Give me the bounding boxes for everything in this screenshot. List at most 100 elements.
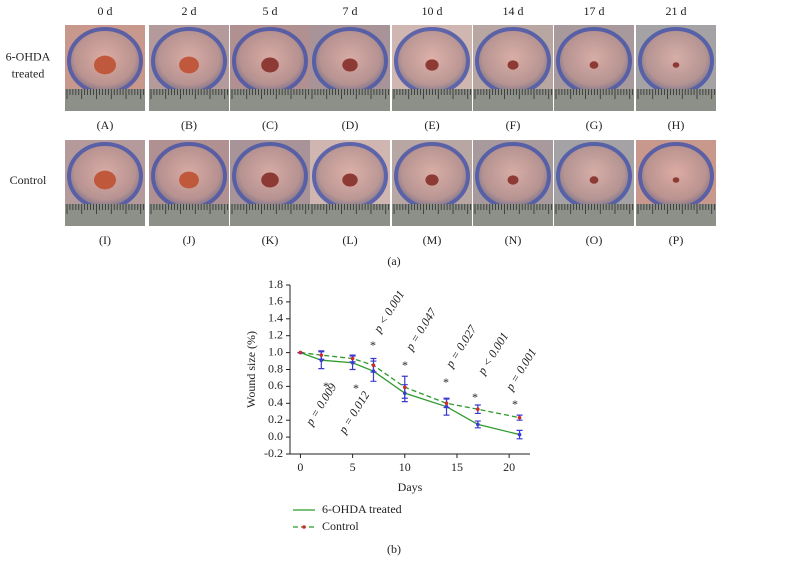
row-label: treated: [12, 66, 45, 80]
wound: [425, 59, 439, 71]
wound-photo: [636, 25, 716, 111]
column-label: 7 d: [343, 4, 358, 18]
row-label: Control: [10, 173, 47, 187]
wound-photo: [392, 140, 472, 226]
series-line: [300, 351, 520, 436]
significance-marker: *: [512, 397, 518, 411]
panel-label: (P): [669, 233, 684, 247]
point: [444, 401, 449, 406]
wound: [94, 170, 116, 190]
x-tick-label: 10: [399, 460, 411, 474]
y-axis-label: Wound size (%): [244, 331, 258, 408]
y-tick-label: 0.0: [268, 429, 283, 443]
p-value: p < 0.001: [474, 330, 511, 378]
p-value: p = 0.047: [402, 305, 440, 354]
point: [476, 407, 480, 412]
legend-label: 6-OHDA treated: [322, 502, 402, 516]
column-label: 17 d: [584, 4, 605, 18]
skin-ring: [638, 142, 714, 210]
row-label: 6-OHDA: [6, 49, 51, 63]
y-tick-label: 0.4: [268, 395, 283, 409]
panel-label: (D): [342, 118, 359, 132]
y-tick-label: 1.6: [268, 294, 283, 308]
panel-label: (E): [424, 118, 439, 132]
y-tick-label: 1.2: [268, 327, 283, 341]
wound: [179, 56, 199, 74]
wound: [261, 57, 279, 73]
point: [517, 415, 522, 420]
wound: [425, 174, 439, 186]
column-label: 10 d: [422, 4, 443, 18]
point: [298, 350, 303, 355]
panel-label: (G): [586, 118, 603, 132]
wound: [589, 176, 599, 184]
series-line: [300, 351, 520, 419]
panel-label: (B): [181, 118, 197, 132]
point: [371, 363, 376, 368]
panel-label: (H): [668, 118, 685, 132]
wound-photo: [65, 25, 145, 111]
wound-photo: [392, 25, 472, 111]
panel-label: (K): [262, 233, 279, 247]
wound: [261, 172, 279, 188]
panel-label: (C): [262, 118, 278, 132]
wound: [507, 60, 519, 70]
panel-label: (O): [586, 233, 603, 247]
column-label: 2 d: [182, 4, 197, 18]
y-tick-label: 1.8: [268, 277, 283, 291]
caption-b: (b): [387, 542, 401, 556]
y-tick-label: 1.0: [268, 344, 283, 358]
wound: [179, 171, 199, 189]
wound-photo: [65, 140, 145, 226]
point: [517, 432, 522, 437]
point: [319, 353, 324, 357]
panel-label: (I): [99, 233, 111, 247]
skin-ring: [638, 27, 714, 95]
column-label: 0 d: [98, 4, 113, 18]
wound: [507, 175, 519, 185]
significance-marker: *: [323, 379, 329, 393]
panel-label: (M): [423, 233, 442, 247]
y-tick-label: 0.8: [268, 361, 283, 375]
y-tick-label: -0.2: [264, 446, 283, 460]
wound-photo: [554, 140, 634, 226]
wound-photo: [636, 140, 716, 226]
wound: [342, 173, 358, 187]
caption-a: (a): [387, 254, 400, 268]
wound: [672, 62, 680, 68]
x-axis-label: Days: [398, 480, 423, 494]
p-value: p = 0.027: [442, 322, 480, 371]
y-tick-label: 0.2: [268, 412, 283, 426]
column-label: 21 d: [666, 4, 687, 18]
significance-marker: *: [443, 375, 449, 389]
wound-photo: [149, 140, 229, 226]
wound: [589, 61, 599, 69]
wound-photo: [230, 25, 310, 111]
x-tick-label: 0: [297, 460, 303, 474]
skin-ring: [556, 142, 632, 210]
point: [476, 422, 480, 427]
wound-photo: [149, 25, 229, 111]
x-tick-label: 20: [503, 460, 515, 474]
wound-photo: [310, 25, 390, 111]
p-value: p = 0.009: [302, 381, 339, 429]
x-tick-label: 15: [451, 460, 463, 474]
panel-label: (J): [183, 233, 196, 247]
p-value: p < 0.001: [370, 288, 407, 336]
wound-photo: [473, 140, 553, 226]
panel-label: (N): [505, 233, 522, 247]
point: [350, 356, 355, 361]
significance-marker: *: [472, 390, 478, 404]
x-tick-label: 5: [350, 460, 356, 474]
panel-label: (L): [342, 233, 357, 247]
wound-photo: [230, 140, 310, 226]
wound: [342, 58, 358, 72]
wound: [94, 55, 116, 75]
wound-photo: [310, 140, 390, 226]
panel-label: (A): [97, 118, 114, 132]
column-label: 14 d: [503, 4, 524, 18]
legend-label: Control: [322, 519, 359, 533]
significance-marker: *: [353, 381, 359, 395]
y-tick-label: 0.6: [268, 378, 283, 392]
